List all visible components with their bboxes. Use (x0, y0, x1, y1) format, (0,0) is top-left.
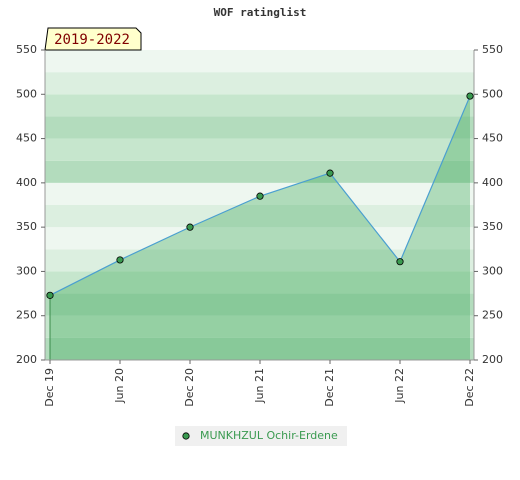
y2-tick-label: 350 (482, 220, 503, 233)
band (45, 227, 474, 250)
chart-title: WOF ratinglist (214, 6, 307, 19)
y2-tick-label: 450 (482, 132, 503, 145)
point (396, 258, 404, 266)
band (45, 138, 474, 161)
x-tick-label: Dec 19 (43, 368, 56, 407)
y-tick-label: 200 (16, 353, 37, 366)
legend-box (175, 426, 347, 446)
x-tick-label: Dec 21 (323, 368, 336, 407)
y2-tick-label: 400 (482, 176, 503, 189)
x-tick-label: Jun 22 (393, 368, 406, 404)
badge-box (44, 27, 142, 51)
area (50, 96, 470, 361)
y-tick-label: 550 (16, 43, 37, 56)
x-tick-label: Jun 21 (253, 368, 266, 404)
y-tick-label: 300 (16, 264, 37, 277)
y-tick-label: 400 (16, 176, 37, 189)
band (45, 205, 474, 228)
y2-tick-label: 200 (482, 353, 503, 366)
badge: 2019-2022 (54, 32, 130, 48)
band (45, 293, 474, 316)
point (46, 291, 54, 299)
band (45, 72, 474, 95)
legend-label: MUNKHZUL Ochir-Erdene (200, 429, 338, 442)
band (45, 315, 474, 338)
point (466, 92, 474, 100)
x-tick-label: Dec 22 (463, 368, 476, 407)
band (45, 94, 474, 117)
x-tick-label: Dec 20 (183, 368, 196, 407)
y2-tick-label: 500 (482, 87, 503, 100)
band (45, 337, 474, 360)
band (45, 50, 474, 73)
y-tick-label: 250 (16, 309, 37, 322)
band (45, 160, 474, 183)
point (256, 192, 264, 200)
y2-tick-label: 300 (482, 264, 503, 277)
point (326, 169, 334, 177)
legend-marker (182, 432, 190, 440)
plot (46, 92, 474, 361)
y2-tick-label: 550 (482, 43, 503, 56)
point (186, 223, 194, 231)
band (45, 249, 474, 272)
plot-background (45, 50, 474, 360)
y2-tick-label: 250 (482, 309, 503, 322)
band (45, 116, 474, 139)
y-tick-label: 350 (16, 220, 37, 233)
point (116, 256, 124, 264)
x-tick-label: Jun 20 (113, 368, 126, 404)
band (45, 271, 474, 294)
y-tick-label: 450 (16, 132, 37, 145)
y-tick-label: 500 (16, 87, 37, 100)
